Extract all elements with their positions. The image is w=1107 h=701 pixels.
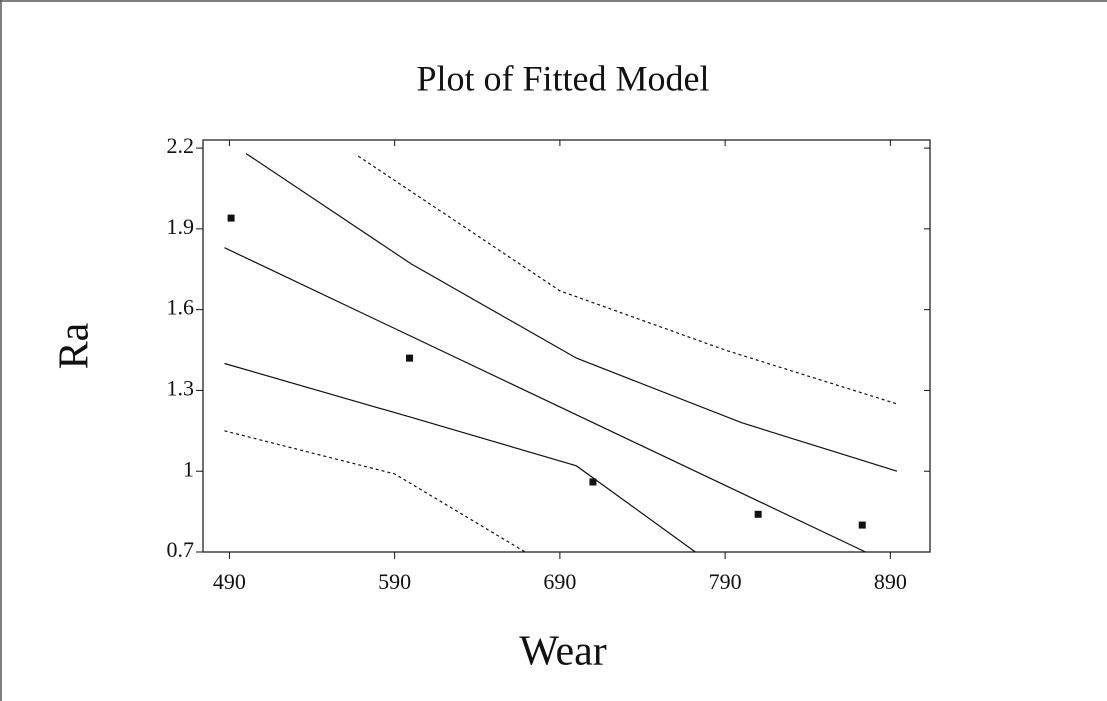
y-tick-label: 2.2	[167, 133, 195, 158]
data-point	[227, 214, 235, 222]
y-tick-label: 1	[183, 456, 194, 481]
y-axis-label: Ra	[52, 322, 98, 369]
data-point	[589, 478, 597, 486]
fitted-line	[224, 247, 866, 553]
data-point	[406, 354, 414, 362]
x-axis-label: Wear	[519, 629, 607, 675]
x-tick-label: 890	[874, 569, 907, 594]
data-point	[754, 510, 762, 518]
plot-area	[202, 139, 931, 553]
prediction-limit	[224, 430, 526, 553]
fitted-line	[224, 362, 696, 553]
data-point	[858, 521, 866, 529]
chart-title: Plot of Fitted Model	[416, 58, 709, 98]
fitted-line	[245, 152, 898, 472]
y-tick-label: 1.6	[167, 295, 195, 320]
x-tick-label: 490	[213, 569, 246, 594]
y-tick-label: 1.3	[167, 375, 195, 400]
x-tick-label: 790	[709, 569, 742, 594]
prediction-limit	[357, 155, 898, 405]
y-tick-label: 1.9	[167, 214, 195, 239]
x-tick-label: 690	[543, 569, 576, 594]
x-tick-label: 590	[378, 569, 411, 594]
y-tick-label: 0.7	[167, 537, 195, 562]
